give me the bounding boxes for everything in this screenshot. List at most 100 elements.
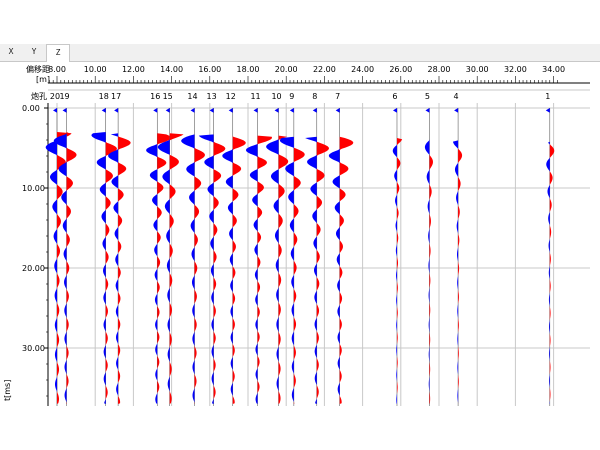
trace-positive-lobes: [429, 108, 433, 404]
offset-tick-label: 30.00: [466, 65, 489, 74]
trace-negative-lobes: [245, 108, 258, 404]
shot-label-9: 9: [289, 92, 294, 101]
trace-first-spike: [545, 108, 550, 113]
shot-label-5: 5: [425, 92, 430, 101]
trace-negative-lobes: [198, 108, 214, 404]
shot-label-12: 12: [226, 92, 236, 101]
trace-first-spike: [165, 108, 170, 113]
offset-tick-label: 22.00: [313, 65, 336, 74]
shot-label-17: 17: [111, 92, 121, 101]
tab-z[interactable]: Z: [46, 44, 70, 62]
offset-tick-label: 8.00: [48, 65, 66, 74]
seismic-trace-plot: 偏移距 [m] 炮孔 8.00 10.00 12.00 14.00 16.00 18.00…: [3, 64, 590, 406]
trace-negative-lobes: [424, 108, 430, 404]
trace-negative-lobes: [392, 108, 397, 404]
shot-label-16: 16: [150, 92, 160, 101]
trace-first-spike: [289, 108, 294, 113]
trace-first-spike: [274, 108, 279, 113]
trace-negative-lobes: [45, 108, 57, 404]
time-tick-label: 10.00: [22, 184, 45, 193]
offset-tick-label: 24.00: [351, 65, 374, 74]
trace-negative-lobes: [222, 108, 233, 404]
trace-first-spike: [312, 108, 317, 113]
shot-label-18: 18: [99, 92, 109, 101]
trace-positive-lobes: [118, 108, 131, 404]
shot-label: 炮孔: [31, 91, 47, 101]
trace-first-spike: [114, 108, 119, 113]
traces: 20 19 18 17 16 15 14 13 12 11 10 9 8 7 6 5 4 1: [45, 92, 555, 406]
offset-tick-label: 12.00: [122, 65, 145, 74]
trace-positive-lobes: [213, 108, 226, 404]
plot-header: 偏移距 [m] 炮孔: [26, 64, 590, 101]
shot-label-19: 19: [59, 92, 69, 101]
shot-label-1: 1: [545, 92, 550, 101]
offset-tick-label: 18.00: [237, 65, 260, 74]
time-tick-label: 0.00: [22, 104, 40, 113]
grid: [48, 103, 590, 406]
trace-positive-lobes: [278, 108, 289, 404]
trace-negative-lobes: [157, 108, 170, 404]
trace-first-spike: [53, 108, 57, 113]
trace-positive-lobes: [194, 108, 205, 404]
trace-first-spike: [62, 108, 67, 113]
trace-negative-lobes: [53, 108, 67, 404]
trace-first-spike: [153, 108, 158, 113]
offset-ruler: 8.00 10.00 12.00 14.00 16.00 18.00 20.00 22.00 2…: [48, 65, 590, 84]
trace-positive-lobes: [458, 108, 463, 404]
shot-label-6: 6: [392, 92, 397, 101]
trace-negative-lobes: [108, 108, 119, 404]
trace-negative-lobes: [91, 108, 106, 404]
time-axis-label: t[ms]: [3, 380, 12, 401]
trace-positive-lobes: [257, 108, 273, 404]
trace-first-spike: [253, 108, 258, 113]
time-tick-label: 20.00: [22, 264, 45, 273]
trace-first-spike: [335, 108, 340, 113]
offset-tick-label: 20.00: [275, 65, 298, 74]
shot-label-13: 13: [207, 92, 217, 101]
trace-negative-lobes: [266, 108, 279, 404]
shot-label-4: 4: [454, 92, 459, 101]
trace-positive-lobes: [396, 108, 403, 404]
trace-first-spike: [228, 108, 233, 113]
shot-label-20: 20: [50, 92, 60, 101]
tab-y[interactable]: Y: [31, 47, 37, 56]
offset-tick-label: 34.00: [542, 65, 565, 74]
trace-positive-lobes: [66, 108, 77, 404]
trace-first-spike: [392, 108, 397, 113]
offset-label-line2: [m]: [36, 75, 50, 84]
trace-negative-lobes: [181, 108, 195, 404]
trace-positive-lobes: [316, 108, 329, 404]
trace-negative-lobes: [146, 108, 158, 404]
trace-positive-lobes: [293, 108, 305, 404]
trace-positive-lobes: [169, 108, 184, 404]
shot-label-10: 10: [271, 92, 281, 101]
offset-tick-label: 10.00: [84, 65, 107, 74]
shot-label-8: 8: [312, 92, 317, 101]
trace-negative-lobes: [279, 108, 294, 404]
trace-first-spike: [190, 108, 195, 113]
trace-negative-lobes: [328, 108, 340, 404]
offset-tick-label: 32.00: [504, 65, 527, 74]
trace-first-spike: [425, 108, 430, 113]
shot-label-14: 14: [187, 92, 197, 101]
time-axis: 0.00 10.00 20.00 30.00: [22, 103, 49, 406]
trace-positive-lobes: [232, 108, 246, 404]
trace-negative-lobes: [305, 108, 317, 404]
offset-tick-label: 14.00: [160, 65, 183, 74]
offset-label-line1: 偏移距: [26, 64, 50, 74]
offset-tick-label: 16.00: [198, 65, 221, 74]
offset-tick-label: 26.00: [389, 65, 412, 74]
tab-x[interactable]: X: [8, 47, 14, 56]
trace-positive-lobes: [549, 108, 555, 404]
trace-negative-lobes: [452, 108, 459, 404]
offset-label: 偏移距 [m]: [26, 64, 53, 84]
shot-label-15: 15: [163, 92, 173, 101]
shot-label-11: 11: [250, 92, 260, 101]
trace-first-spike: [209, 108, 214, 113]
trace-positive-lobes: [105, 108, 117, 404]
component-tab-bar: X Y Z: [0, 44, 600, 62]
shot-label-7: 7: [335, 92, 340, 101]
trace-positive-lobes: [339, 108, 354, 404]
trace-negative-lobes: [546, 108, 550, 404]
time-tick-label: 30.00: [22, 344, 45, 353]
